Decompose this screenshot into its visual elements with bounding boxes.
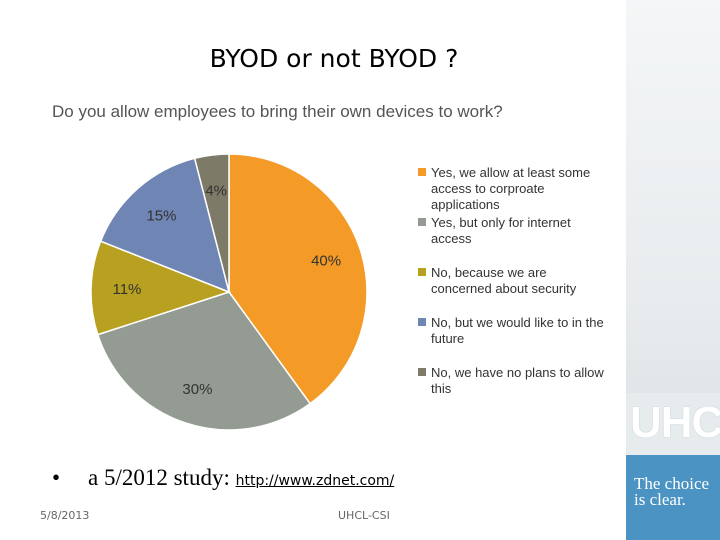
legend-swatch [418,268,426,276]
pie-slice-yes-internet [96,291,312,431]
legend-label: No, because we are concerned about secur… [431,265,577,296]
study-bullet: • a 5/2012 study: http://www.zdnet.com/ [52,465,394,491]
uhcl-logo: UHCL [630,398,720,447]
brand-sidebar: UHCL The choice is clear. [626,0,720,540]
footer-date: 5/8/2013 [40,509,90,522]
chart-title: Do you allow employees to bring their ow… [52,102,503,121]
legend-item-no-plans: No, we have no plans to allow this [418,365,608,415]
legend-label: No, we have no plans to allow this [431,365,604,396]
tagline: The choice is clear. [634,474,710,509]
legend-label: Yes, but only for internet access [431,215,571,246]
legend-item-yes-access: Yes, we allow at least some access to co… [418,165,608,215]
tagline-block [626,455,720,540]
logo-block [626,393,720,455]
slide: BYOD or not BYOD ? Do you allow employee… [40,44,608,522]
pie-label-yes-access: 40% [311,252,341,269]
legend-label: Yes, we allow at least some access to co… [431,165,591,212]
footer-center: UHCL-CSI [338,509,390,522]
pie-chart: 40% 30% 11% 15% 4% [90,153,368,431]
legend-swatch [418,218,426,226]
pie-label-no-future: 15% [146,207,176,224]
legend-item-yes-internet: Yes, but only for internet access [418,215,608,265]
pie-slice-no-plans [193,153,230,293]
legend-item-no-security: No, because we are concerned about secur… [418,265,608,315]
legend-item-no-future: No, but we would like to in the future [418,315,608,365]
legend-swatch [418,168,426,176]
pie-slice-no-security [90,240,232,336]
slide-title: BYOD or not BYOD ? [209,44,459,73]
study-text: a 5/2012 study: [88,465,230,490]
pie-label-no-security: 11% [112,281,141,298]
pie-label-yes-internet: 30% [182,381,212,398]
legend-label: No, but we would like to in the future [431,315,604,346]
pie-label-no-plans: 4% [205,183,227,200]
bullet-icon: • [52,465,61,490]
pie-slice-yes-access [228,153,368,405]
study-link[interactable]: http://www.zdnet.com/ [235,473,395,489]
legend-swatch [418,368,426,376]
legend-swatch [418,318,426,326]
pie-slice-no-future [99,157,231,294]
chart-legend: Yes, we allow at least some access to co… [418,165,608,415]
